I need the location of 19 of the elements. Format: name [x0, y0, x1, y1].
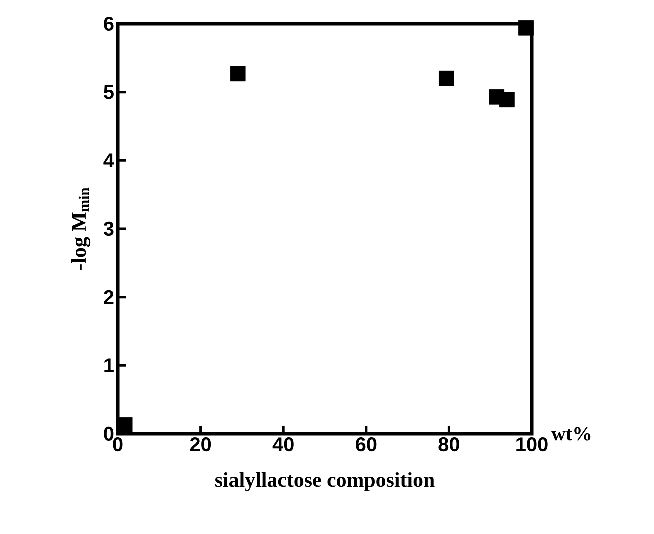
point	[230, 66, 246, 82]
y-tick-label: 0	[104, 426, 114, 442]
text: wt%	[552, 427, 591, 441]
point	[439, 70, 454, 86]
y-tick-label: 3	[104, 222, 114, 236]
y-tick-label: 4	[104, 154, 114, 168]
x-axis-title: sialyllactose composition	[216, 472, 435, 492]
y-tick-label: 1	[104, 358, 114, 373]
x-tick-label: 20	[190, 438, 212, 452]
x-tick-label: 60	[356, 438, 377, 452]
y-tick-label: 5	[104, 85, 114, 100]
y-tick-label: 2	[104, 290, 114, 304]
point	[499, 92, 515, 108]
y-tick-label: 6	[104, 16, 114, 32]
x-tick-label: 100	[516, 438, 548, 452]
y-axis-title: -log M$_{min}$	[71, 188, 91, 270]
x-tick-label: 80	[438, 438, 460, 452]
x-tick-label: 40	[272, 438, 294, 452]
point	[518, 20, 534, 36]
